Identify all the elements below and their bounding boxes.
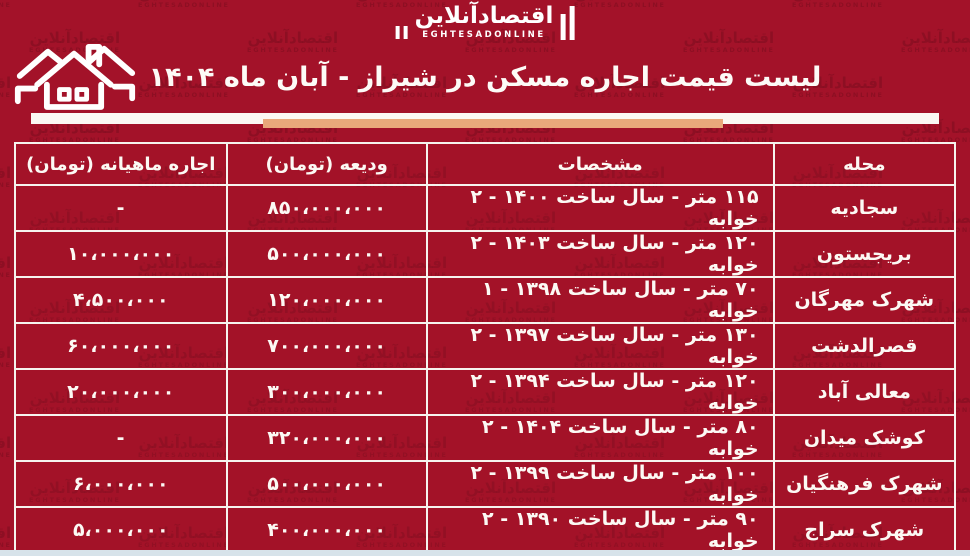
col-header-neighborhood: محله	[772, 142, 957, 186]
specs-cell: ۹۰ متر - سال ساخت ۱۳۹۰ - ۲ خوابه	[425, 506, 775, 554]
neighborhood-cell: قصرالدشت	[772, 322, 957, 370]
deposit-cell: ۳۰۰،۰۰۰،۰۰۰	[225, 368, 428, 416]
logo-latin-text: EGHTESADONLINE	[422, 30, 546, 41]
bottom-strip	[0, 550, 970, 556]
col-header-monthly-rent: اجاره ماهیانه (تومان)	[14, 142, 228, 186]
brand-logo: اقتصادآنلاین EGHTESADONLINE	[395, 3, 575, 41]
table-row: شهرک فرهنگیان ۱۰۰ متر - سال ساخت ۱۳۹۹ - ۲…	[14, 460, 957, 508]
deposit-cell: ۸۵۰،۰۰۰،۰۰۰	[225, 184, 428, 232]
deposit-cell: ۵۰۰،۰۰۰،۰۰۰	[225, 230, 428, 278]
deposit-cell: ۳۲۰،۰۰۰،۰۰۰	[225, 414, 428, 462]
title-underline	[31, 113, 939, 124]
specs-cell: ۱۲۰ متر - سال ساخت ۱۳۹۴ - ۲ خوابه	[425, 368, 775, 416]
rent-cell: ۲۰،۰۰۰،۰۰۰	[14, 368, 228, 416]
logo-right-bars-icon	[560, 6, 575, 41]
rent-price-table: محله مشخصات ودیعه (تومان) اجاره ماهیانه …	[14, 142, 957, 554]
logo-left-bars-icon	[395, 26, 408, 40]
table-row: شهرک مهرگان ۷۰ متر - سال ساخت ۱۳۹۸ - ۱ خو…	[14, 276, 957, 324]
neighborhood-cell: کوشک میدان	[772, 414, 957, 462]
specs-cell: ۱۰۰ متر - سال ساخت ۱۳۹۹ - ۲ خوابه	[425, 460, 775, 508]
col-header-specs: مشخصات	[425, 142, 775, 186]
deposit-cell: ۴۰۰،۰۰۰،۰۰۰	[225, 506, 428, 554]
col-header-deposit: ودیعه (تومان)	[225, 142, 428, 186]
title-underline-accent	[263, 119, 723, 128]
rent-cell: -	[14, 414, 228, 462]
logo-text: اقتصادآنلاین EGHTESADONLINE	[414, 3, 554, 41]
table-row: بریجستون ۱۲۰ متر - سال ساخت ۱۴۰۳ - ۲ خواب…	[14, 230, 957, 278]
specs-cell: ۱۳۰ متر - سال ساخت ۱۳۹۷ - ۲ خوابه	[425, 322, 775, 370]
deposit-cell: ۱۲۰،۰۰۰،۰۰۰	[225, 276, 428, 324]
house-icon	[14, 43, 136, 110]
neighborhood-cell: معالی آباد	[772, 368, 957, 416]
table-row: سجادیه ۱۱۵ متر - سال ساخت ۱۴۰۰ - ۲ خوابه ۸…	[14, 184, 957, 232]
neighborhood-cell: شهرک مهرگان	[772, 276, 957, 324]
specs-cell: ۱۲۰ متر - سال ساخت ۱۴۰۳ - ۲ خوابه	[425, 230, 775, 278]
deposit-cell: ۵۰۰،۰۰۰،۰۰۰	[225, 460, 428, 508]
table-row: معالی آباد ۱۲۰ متر - سال ساخت ۱۳۹۴ - ۲ خو…	[14, 368, 957, 416]
logo-farsi-text: اقتصادآنلاین	[414, 3, 554, 29]
neighborhood-cell: سجادیه	[772, 184, 957, 232]
rent-cell: ۶۰،۰۰۰،۰۰۰	[14, 322, 228, 370]
neighborhood-cell: بریجستون	[772, 230, 957, 278]
specs-cell: ۷۰ متر - سال ساخت ۱۳۹۸ - ۱ خوابه	[425, 276, 775, 324]
deposit-cell: ۷۰۰،۰۰۰،۰۰۰	[225, 322, 428, 370]
table-row: قصرالدشت ۱۳۰ متر - سال ساخت ۱۳۹۷ - ۲ خواب…	[14, 322, 957, 370]
table-row: کوشک میدان ۸۰ متر - سال ساخت ۱۴۰۴ - ۲ خوا…	[14, 414, 957, 462]
neighborhood-cell: شهرک فرهنگیان	[772, 460, 957, 508]
neighborhood-cell: شهرک سراج	[772, 506, 957, 554]
page-title: لیست قیمت اجاره مسکن در شیراز - آبان ماه…	[148, 62, 822, 93]
rent-cell: -	[14, 184, 228, 232]
rent-cell: ۶،۰۰۰،۰۰۰	[14, 460, 228, 508]
specs-cell: ۸۰ متر - سال ساخت ۱۴۰۴ - ۲ خوابه	[425, 414, 775, 462]
specs-cell: ۱۱۵ متر - سال ساخت ۱۴۰۰ - ۲ خوابه	[425, 184, 775, 232]
table-header-row: محله مشخصات ودیعه (تومان) اجاره ماهیانه …	[14, 142, 957, 186]
rent-cell: ۵،۰۰۰،۰۰۰	[14, 506, 228, 554]
rent-cell: ۴،۵۰۰،۰۰۰	[14, 276, 228, 324]
rent-cell: ۱۰،۰۰۰،۰۰۰	[14, 230, 228, 278]
table-row: شهرک سراج ۹۰ متر - سال ساخت ۱۳۹۰ - ۲ خواب…	[14, 506, 957, 554]
